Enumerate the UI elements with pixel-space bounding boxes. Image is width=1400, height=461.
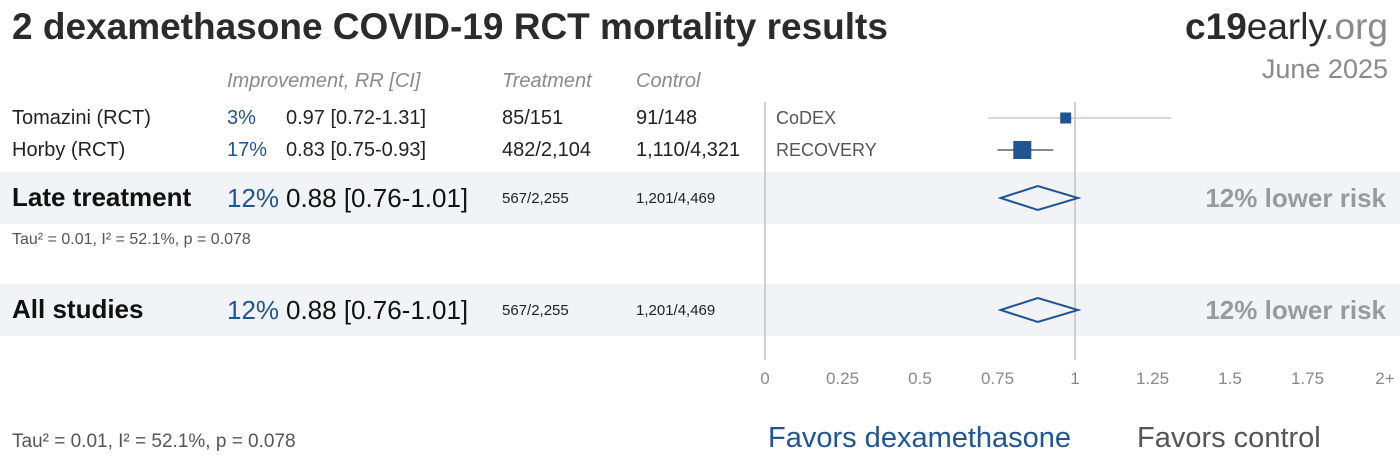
x-tick-label: 0.25: [826, 369, 859, 388]
favors-control-label: Favors control: [1137, 422, 1321, 454]
group-heterogeneity: Tau² = 0.01, I² = 52.1%, p = 0.078: [12, 231, 251, 248]
study-treatment-count: 85/151: [502, 107, 564, 129]
x-tick-label: 0.75: [981, 369, 1014, 388]
x-tick-label: 0.5: [908, 369, 932, 388]
footer-heterogeneity: Tau² = 0.01, I² = 52.1%, p = 0.078: [12, 431, 296, 452]
study-rr-ci: 0.97 [0.72-1.31]: [286, 107, 427, 129]
header-treatment: Treatment: [502, 70, 592, 92]
study-trial-label: RECOVERY: [776, 140, 877, 160]
group-rr-ci: 0.88 [0.76-1.01]: [286, 183, 469, 213]
study-rr-ci: 0.83 [0.75-0.93]: [286, 139, 427, 161]
page-title: 2 dexamethasone COVID-19 RCT mortality r…: [12, 6, 888, 47]
group-name-late-treatment: Late treatment: [12, 182, 192, 212]
study-control-count: 1,110/4,321: [636, 139, 741, 161]
study-effect-square: [1013, 141, 1032, 159]
group-name-all-studies: All studies: [12, 294, 144, 324]
study-control-count: 91/148: [636, 107, 698, 129]
study-improvement: 17%: [227, 139, 268, 161]
group-improvement: 12%: [227, 295, 280, 325]
group-risk-summary: 12% lower risk: [1205, 183, 1386, 213]
brand-logo[interactable]: c19early.org: [1185, 6, 1388, 48]
header-improvement: Improvement, RR [CI]: [227, 70, 421, 92]
group-improvement: 12%: [227, 183, 280, 213]
report-date: June 2025: [1261, 54, 1388, 84]
group-rr-ci: 0.88 [0.76-1.01]: [286, 295, 469, 325]
x-tick-label: 2+: [1375, 369, 1394, 388]
x-tick-label: 1: [1070, 369, 1079, 388]
x-tick-label: 1.25: [1136, 369, 1169, 388]
x-tick-label: 1.75: [1291, 369, 1324, 388]
late-treatment-band: [0, 172, 1400, 224]
header-control: Control: [636, 70, 701, 92]
favors-treatment-label: Favors dexamethasone: [768, 422, 1072, 454]
study-improvement: 3%: [227, 107, 256, 129]
brand-part-light: .org: [1324, 6, 1388, 47]
group-control-count: 1,201/4,469: [636, 190, 716, 207]
x-tick-label: 1.5: [1218, 369, 1242, 388]
brand-part-bold: c19: [1185, 6, 1247, 47]
study-name[interactable]: Tomazini (RCT): [12, 107, 151, 129]
study-name[interactable]: Horby (RCT): [12, 139, 126, 161]
brand-part-mid: early: [1246, 6, 1325, 47]
study-effect-square: [1060, 112, 1072, 124]
study-treatment-count: 482/2,104: [502, 139, 591, 161]
study-trial-label: CoDEX: [776, 108, 837, 128]
all-studies-band: [0, 284, 1400, 336]
group-control-count: 1,201/4,469: [636, 302, 716, 319]
group-treatment-count: 567/2,255: [502, 190, 569, 207]
group-risk-summary: 12% lower risk: [1205, 295, 1386, 325]
group-treatment-count: 567/2,255: [502, 302, 569, 319]
x-tick-label: 0: [760, 369, 769, 388]
